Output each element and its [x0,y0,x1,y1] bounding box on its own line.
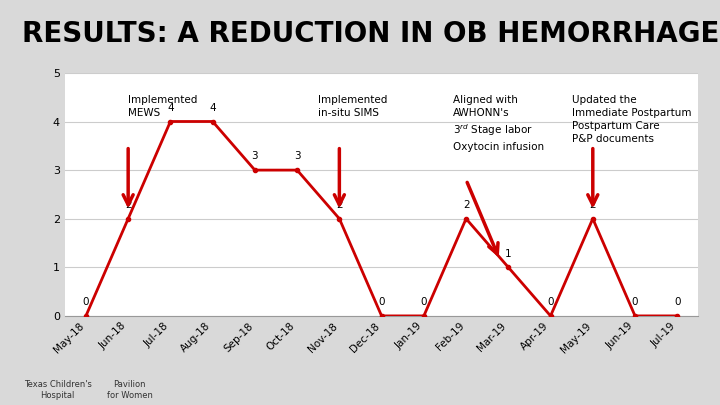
Text: 0: 0 [378,297,385,307]
Text: 4: 4 [167,103,174,113]
Text: Texas Children's
Hospital: Texas Children's Hospital [24,380,91,399]
Text: Updated the
Immediate Postpartum
Postpartum Care
P&P documents: Updated the Immediate Postpartum Postpar… [572,95,691,144]
Text: 2: 2 [336,200,343,210]
Text: 0: 0 [674,297,680,307]
Text: Aligned with
AWHONN's
$3^{rd}$ Stage labor
Oxytocin infusion: Aligned with AWHONN's $3^{rd}$ Stage lab… [454,95,544,152]
Text: Implemented
MEWS: Implemented MEWS [128,95,197,118]
Text: 3: 3 [294,151,300,161]
Text: 4: 4 [210,103,216,113]
Text: Implemented
in-situ SIMS: Implemented in-situ SIMS [318,95,387,118]
Text: RESULTS: A REDUCTION IN OB HEMORRHAGE RRTS: RESULTS: A REDUCTION IN OB HEMORRHAGE RR… [22,20,720,48]
Text: 2: 2 [125,200,132,210]
Text: 3: 3 [251,151,258,161]
Text: Pavilion
for Women: Pavilion for Women [107,380,153,399]
Text: 2: 2 [463,200,469,210]
Text: 0: 0 [631,297,639,307]
Text: 2: 2 [590,200,596,210]
Text: 0: 0 [420,297,427,307]
Text: 1: 1 [505,249,512,258]
Text: 0: 0 [83,297,89,307]
Text: 0: 0 [547,297,554,307]
